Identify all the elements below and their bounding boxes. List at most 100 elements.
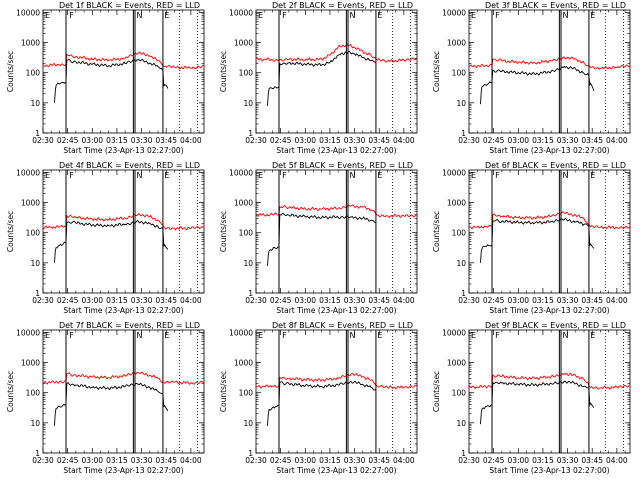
x-axis-label: Start Time (23-Apr-13 02:27:00) [276,466,396,475]
detector-panel-1: Det 1f BLACK = Events, RED = LLD 1 10 100 10… [6,1,205,155]
marker-letter-start: E [258,331,263,340]
panel-title: Det 3f BLACK = Events, RED = LLD [485,1,626,10]
plot-frame [468,9,631,134]
x-tick-label: 03:45 [581,456,603,465]
x-tick-label: 02:30 [458,136,480,145]
lld-series-line [42,213,205,231]
y-tick-label: 1000 [447,39,466,48]
x-tick-label: 03:45 [155,456,177,465]
x-tick-label: 03:15 [532,456,554,465]
detector-panel-2: Det 2f BLACK = Events, RED = LLD 1 10 100 10… [219,1,418,155]
marker-letter: F [495,331,500,340]
y-axis-label: Counts/sec [219,211,228,252]
panel-title: Det 4f BLACK = Events, RED = LLD [59,161,200,170]
events-series-line [267,50,377,106]
x-tick-label: 03:45 [581,136,603,145]
y-axis-label: Counts/sec [219,371,228,412]
marker-letter: F [282,331,287,340]
y-tick-label: 1000 [21,39,40,48]
marker-letter-start: E [471,331,476,340]
marker-letter-start: E [258,171,263,180]
marker-letter: N [137,331,143,340]
y-tick-label: 10 [243,259,253,268]
y-tick-label: 10000 [229,8,253,17]
x-tick-label: 04:00 [393,296,415,305]
events-series-line [54,58,169,103]
x-tick-label: 02:30 [32,296,54,305]
y-tick-label: 100 [239,69,254,78]
x-tick-label: 03:45 [155,296,177,305]
plot-frame [468,329,631,454]
plot-frame [255,9,418,134]
plot-frame [255,169,418,294]
x-tick-label: 03:30 [131,296,153,305]
x-tick-label: 02:45 [483,456,505,465]
marker-letter-start: E [45,171,50,180]
x-tick-label: 02:45 [270,136,292,145]
panel-title: Det 9f BLACK = Events, RED = LLD [485,321,626,330]
x-tick-label: 03:30 [344,296,366,305]
y-axis-label: Counts/sec [6,211,15,252]
detector-panel-7: Det 7f BLACK = Events, RED = LLD 1 10 100 10… [6,321,205,475]
y-tick-label: 1 [35,289,40,298]
x-tick-label: 03:30 [557,456,579,465]
marker-letter: N [137,171,143,180]
lld-series-line [255,372,418,390]
panel-title: Det 2f BLACK = Events, RED = LLD [272,1,413,10]
y-tick-label: 10 [243,99,253,108]
x-axis-label: Start Time (23-Apr-13 02:27:00) [63,306,183,315]
marker-letter: F [282,171,287,180]
y-tick-label: 10000 [229,168,253,177]
y-tick-label: 1000 [234,359,253,368]
y-tick-label: 1 [461,129,466,138]
plot-frame [42,9,205,134]
events-series-line [54,381,169,426]
x-tick-label: 03:30 [557,296,579,305]
y-tick-label: 10000 [442,8,466,17]
x-tick-label: 02:45 [483,136,505,145]
marker-letter: F [69,331,74,340]
x-tick-label: 04:00 [606,136,628,145]
marker-letter: E [377,171,382,180]
y-tick-label: 1 [35,129,40,138]
y-tick-label: 100 [26,69,41,78]
x-tick-label: 03:15 [319,456,341,465]
marker-letter: E [590,11,595,20]
y-axis-label: Counts/sec [6,51,15,92]
marker-letter: F [69,11,74,20]
x-tick-label: 02:45 [270,456,292,465]
x-tick-label: 03:30 [344,136,366,145]
events-series-line [480,217,595,263]
y-tick-label: 10000 [442,328,466,337]
y-tick-label: 10000 [16,8,40,17]
y-tick-label: 10000 [16,328,40,337]
events-series-line [267,380,377,426]
panel-title: Det 5f BLACK = Events, RED = LLD [272,161,413,170]
x-tick-label: 03:00 [507,456,529,465]
y-tick-label: 1000 [21,199,40,208]
y-tick-label: 1000 [21,359,40,368]
y-axis-label: Counts/sec [219,51,228,92]
x-tick-label: 03:15 [106,456,128,465]
y-axis-label: Counts/sec [6,371,15,412]
y-tick-label: 1 [461,449,466,458]
x-tick-label: 02:30 [458,456,480,465]
y-axis-label: Counts/sec [432,371,441,412]
marker-letter: N [137,11,143,20]
detector-panel-9: Det 9f BLACK = Events, RED = LLD 1 10 100 10… [432,321,631,475]
y-tick-label: 100 [452,229,467,238]
x-axis-label: Start Time (23-Apr-13 02:27:00) [489,306,609,315]
y-tick-label: 100 [239,389,254,398]
detector-panel-5: Det 5f BLACK = Events, RED = LLD 1 10 100 10… [219,161,418,315]
marker-letter: E [164,11,169,20]
x-tick-label: 03:30 [557,136,579,145]
marker-letter: E [164,331,169,340]
y-axis-label: Counts/sec [432,211,441,252]
y-tick-label: 100 [26,229,41,238]
x-tick-label: 02:45 [57,456,79,465]
x-tick-label: 02:30 [32,136,54,145]
marker-letter: E [590,331,595,340]
y-tick-label: 10000 [442,168,466,177]
x-tick-label: 03:15 [532,296,554,305]
